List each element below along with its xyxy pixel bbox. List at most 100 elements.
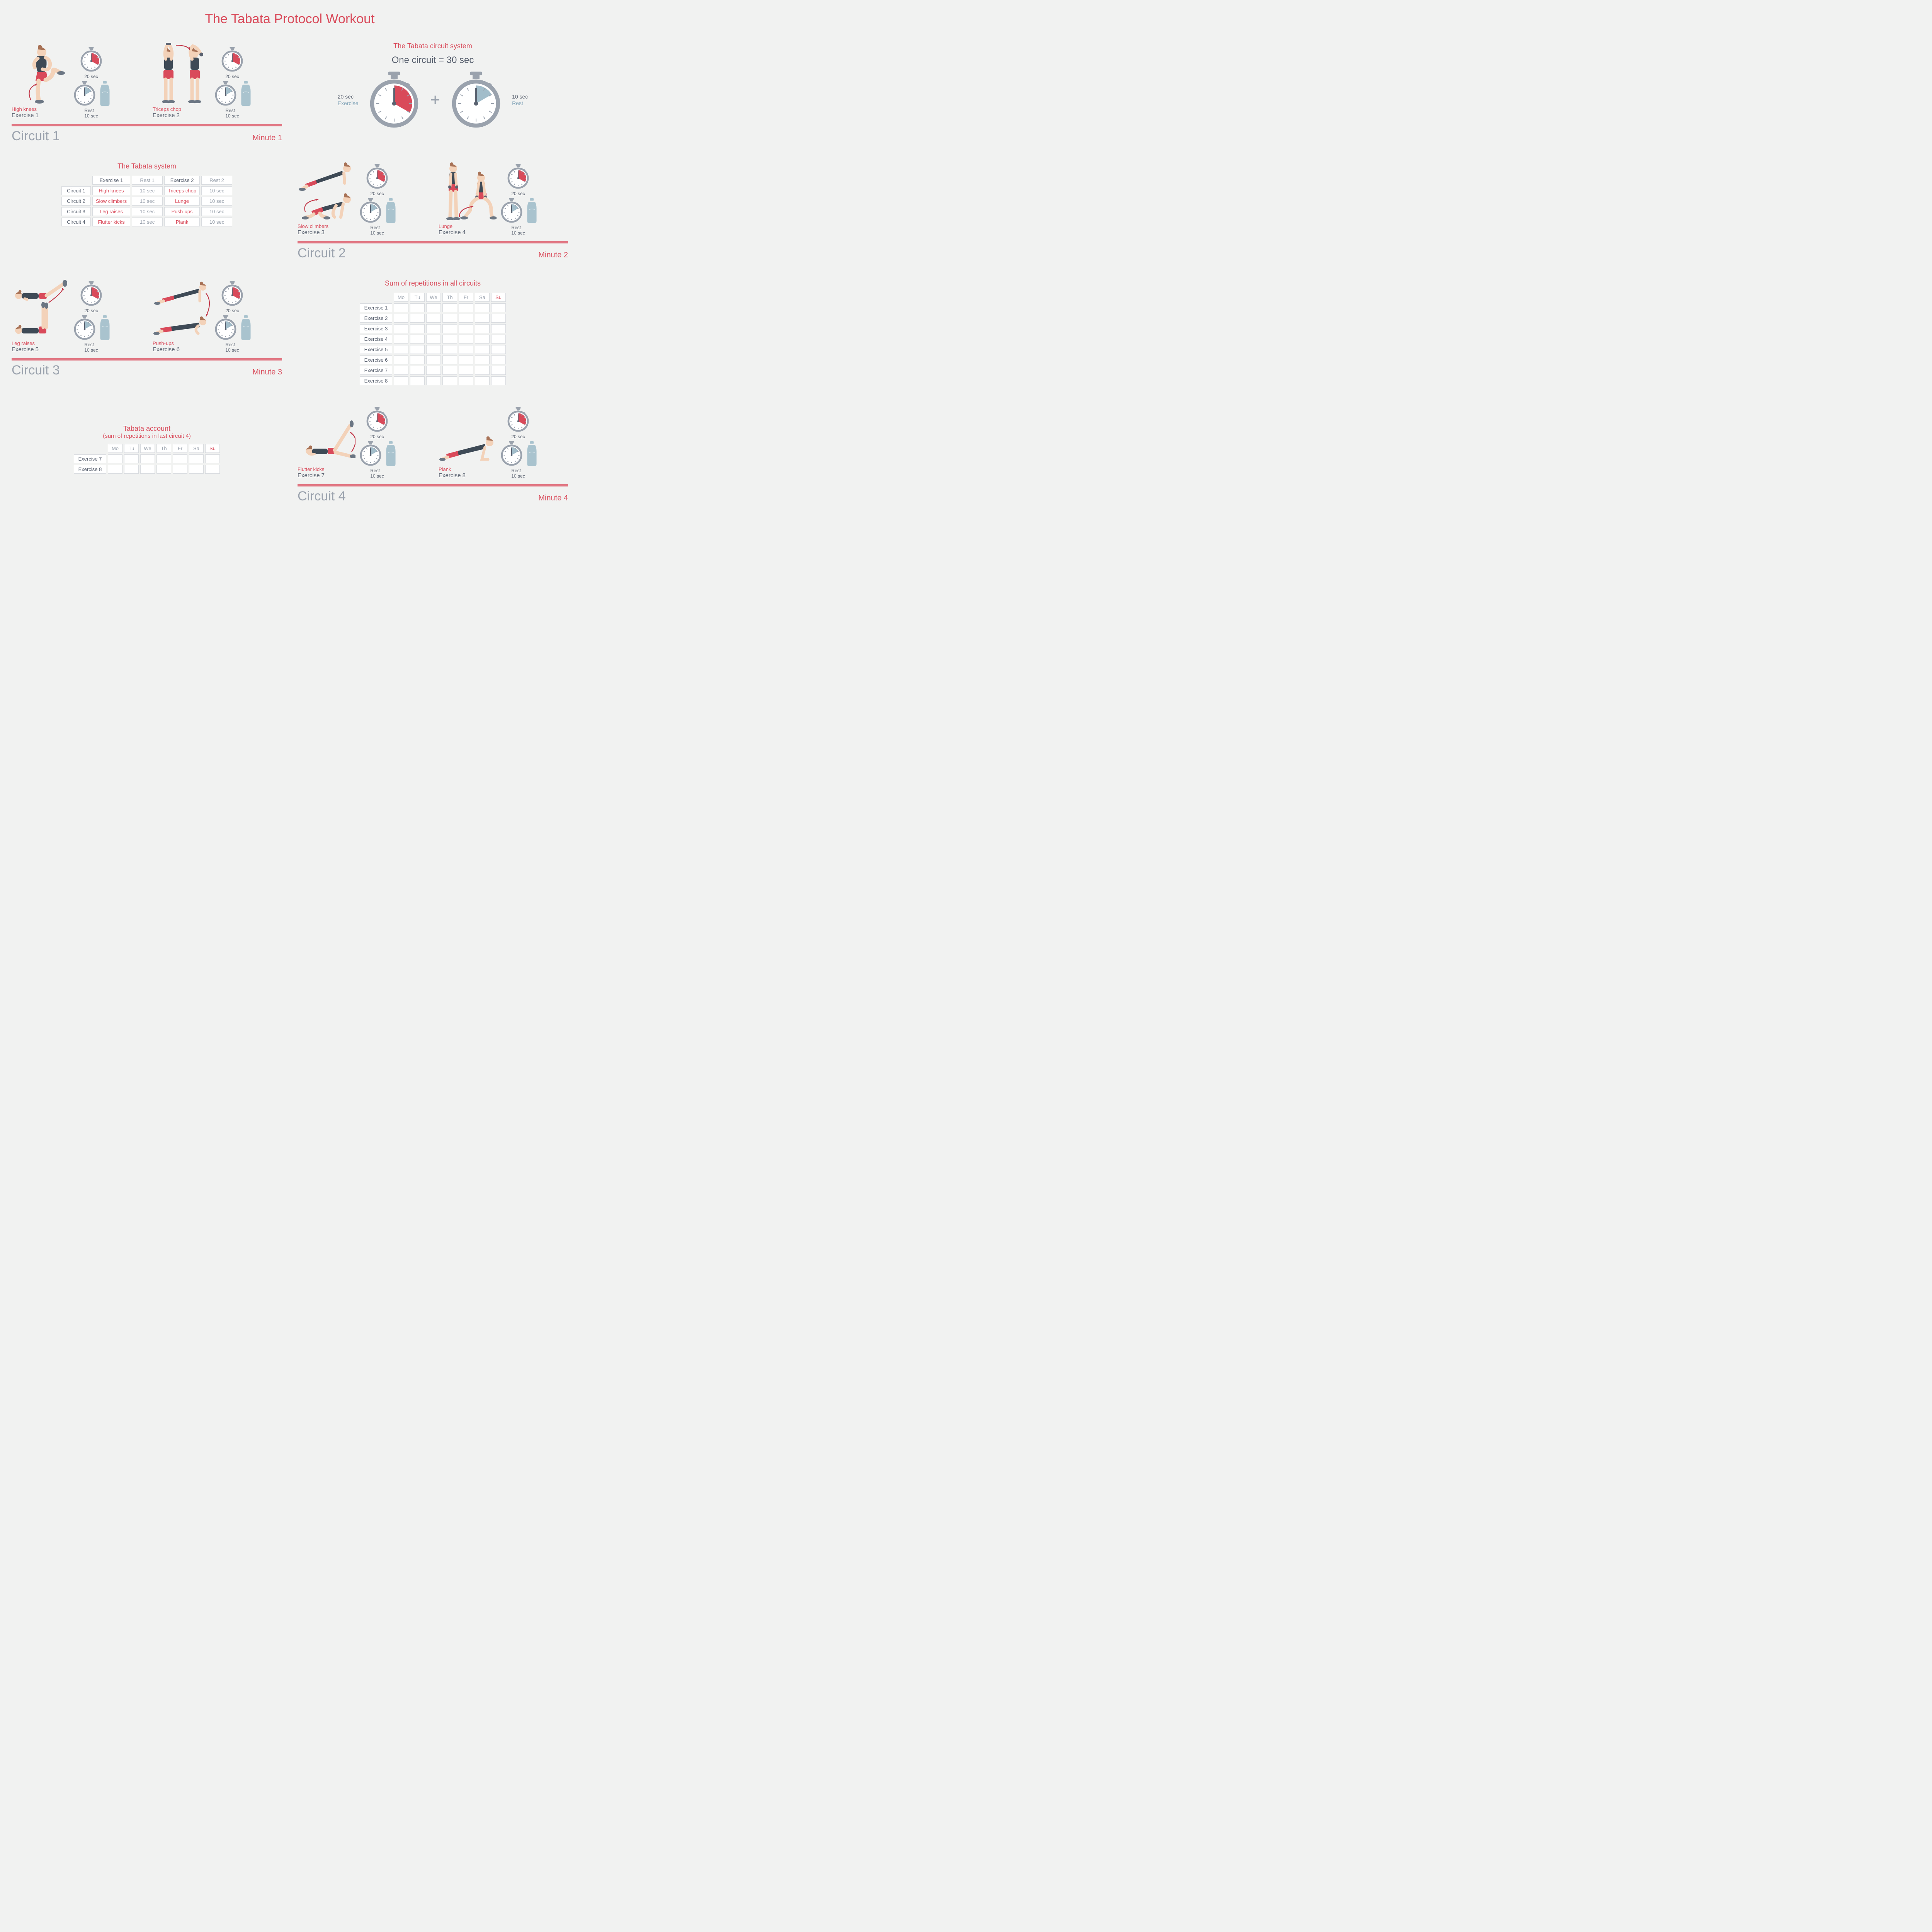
exercise-figure [439, 159, 497, 221]
stopwatch-rest-icon [499, 441, 524, 466]
stopwatch-work-icon [505, 407, 531, 432]
exercise-block: Plank Exercise 8 20 sec [439, 402, 568, 479]
reps-table-panel: Sum of repetitions in all circuits MoTuW… [298, 272, 568, 387]
exercise-figure [12, 42, 70, 104]
timer-stack: 20 sec Rest10 sec [358, 164, 396, 236]
divider-bar [298, 241, 568, 243]
water-bottle-icon [386, 441, 396, 466]
rest-val: 10 sec [512, 94, 528, 100]
exercise-number: Exercise 5 [12, 346, 70, 353]
work-word: Exercise [338, 100, 359, 107]
exercise-block: High knees Exercise 1 20 sec [12, 42, 141, 119]
exercise-figure [439, 402, 497, 464]
account-table: MoTuWeThFrSaSuExercise 7 Exercise 8 [72, 442, 221, 475]
circuit-4-panel: Flutter kicks Exercise 7 20 sec [298, 398, 568, 504]
exercise-number: Exercise 3 [298, 229, 355, 236]
plus-icon: + [430, 90, 440, 110]
account-table-title: Tabata account [12, 425, 282, 433]
stopwatch-work-icon [364, 407, 390, 432]
water-bottle-icon [241, 315, 252, 340]
work-side-label: 20 sec Exercise [338, 94, 359, 107]
layout-grid: High knees Exercise 1 20 sec [12, 38, 568, 504]
timer-stack: 20 sec Rest10 sec [358, 407, 396, 479]
stopwatch-work-icon [505, 164, 531, 189]
exercise-figure [298, 402, 355, 464]
exercise-figure [12, 276, 70, 338]
circuit-system-panel: The Tabata circuit system One circuit = … [298, 38, 568, 144]
rest-label: Rest10 sec [370, 468, 384, 479]
circuit-1-panel: High knees Exercise 1 20 sec [12, 38, 282, 144]
system-row: 20 sec Exercise + 10 sec Rest [298, 71, 568, 129]
exercise-name: Triceps chop [153, 106, 211, 112]
rest-label: Rest10 sec [225, 342, 239, 353]
rest-label: Rest10 sec [84, 342, 98, 353]
exercise-number: Exercise 2 [153, 112, 211, 119]
exercise-block: Slow climbers Exercise 3 20 sec [298, 159, 427, 236]
stopwatch-work-icon [365, 71, 423, 129]
tabata-table-panel: The Tabata system Exercise 1Rest 1Exerci… [12, 155, 282, 261]
divider-bar [12, 124, 282, 126]
stopwatch-work-icon [78, 281, 104, 306]
page-title: The Tabata Protocol Workout [12, 12, 568, 27]
stopwatch-rest-icon [358, 198, 383, 223]
circuit-label: Circuit 2 [298, 246, 346, 261]
rest-label: Rest10 sec [511, 468, 525, 479]
exercise-name: Push-ups [153, 340, 211, 346]
minute-label: Minute 3 [252, 368, 282, 377]
exercise-figure [153, 42, 211, 104]
tabata-table: Exercise 1Rest 1Exercise 2Rest 2Circuit … [60, 174, 234, 228]
work-val: 20 sec [338, 94, 359, 100]
water-bottle-icon [100, 81, 111, 106]
minute-label: Minute 2 [538, 251, 568, 260]
rest-label: Rest10 sec [225, 108, 239, 119]
account-table-panel: Tabata account (sum of repetitions in la… [12, 398, 282, 504]
work-label: 20 sec [84, 308, 98, 313]
system-equation: One circuit = 30 sec [298, 55, 568, 66]
divider-bar [12, 358, 282, 361]
exercise-name: Plank [439, 466, 497, 472]
circuit-3-panel: Leg raises Exercise 5 20 sec [12, 272, 282, 387]
circuit-2-panel: Slow climbers Exercise 3 20 sec [298, 155, 568, 261]
minute-label: Minute 1 [252, 134, 282, 143]
timer-stack: 20 sec Rest10 sec [499, 164, 537, 236]
exercise-number: Exercise 1 [12, 112, 70, 119]
stopwatch-rest-icon [72, 81, 97, 106]
water-bottle-icon [386, 198, 396, 223]
divider-bar [298, 484, 568, 486]
timer-stack: 20 sec Rest10 sec [72, 281, 111, 353]
timer-stack: 20 sec Rest10 sec [213, 47, 252, 119]
timer-stack: 20 sec Rest10 sec [213, 281, 252, 353]
rest-word: Rest [512, 100, 528, 107]
stopwatch-rest-icon [213, 315, 238, 340]
minute-label: Minute 4 [538, 494, 568, 503]
stopwatch-rest-icon [358, 441, 383, 466]
stopwatch-work-icon [78, 47, 104, 72]
tabata-table-title: The Tabata system [12, 162, 282, 170]
timer-stack: 20 sec Rest10 sec [499, 407, 537, 479]
exercise-name: Lunge [439, 223, 497, 229]
exercise-number: Exercise 4 [439, 229, 497, 236]
work-label: 20 sec [511, 191, 525, 196]
exercise-block: Lunge Exercise 4 20 sec [439, 159, 568, 236]
work-label: 20 sec [84, 74, 98, 79]
exercise-name: Slow climbers [298, 223, 355, 229]
exercise-name: Leg raises [12, 340, 70, 346]
rest-label: Rest10 sec [84, 108, 98, 119]
exercise-figure [298, 159, 355, 221]
exercise-block: Push-ups Exercise 6 20 sec [153, 276, 282, 353]
exercise-name: High knees [12, 106, 70, 112]
water-bottle-icon [527, 441, 537, 466]
rest-label: Rest10 sec [511, 225, 525, 236]
stopwatch-work-icon [219, 281, 245, 306]
work-label: 20 sec [511, 434, 525, 439]
circuit-label: Circuit 1 [12, 129, 60, 144]
reps-table-title: Sum of repetitions in all circuits [298, 279, 568, 287]
exercise-block: Triceps chop Exercise 2 20 sec [153, 42, 282, 119]
exercise-name: Flutter kicks [298, 466, 355, 472]
water-bottle-icon [241, 81, 252, 106]
circuit-label: Circuit 4 [298, 489, 346, 504]
stopwatch-rest-icon [213, 81, 238, 106]
work-label: 20 sec [370, 434, 384, 439]
rest-label: Rest10 sec [370, 225, 384, 236]
exercise-block: Flutter kicks Exercise 7 20 sec [298, 402, 427, 479]
